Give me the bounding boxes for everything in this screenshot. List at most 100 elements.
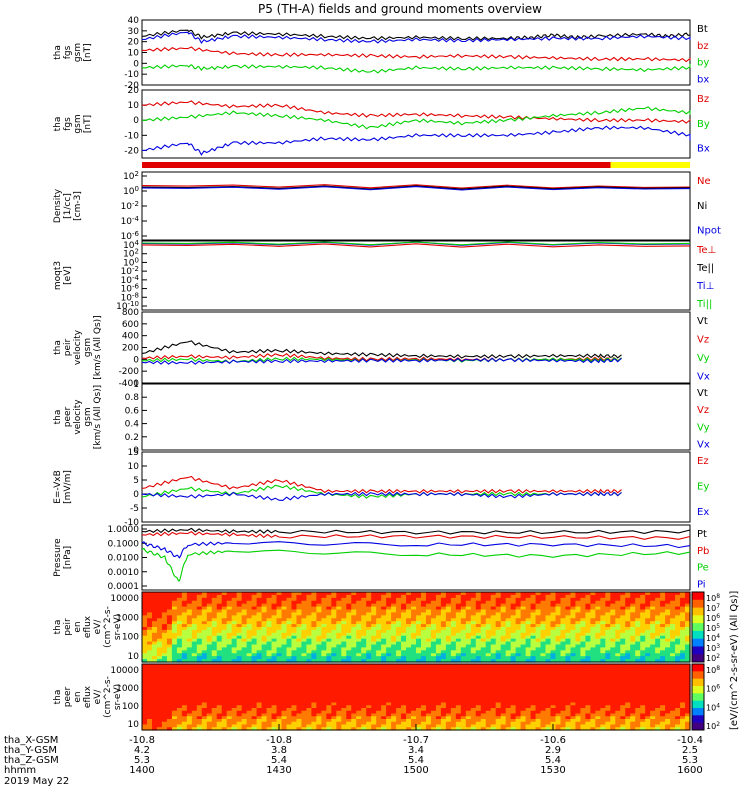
spectrogram-cell (615, 615, 621, 619)
spectrogram-cell (445, 627, 452, 631)
spectrogram-cell (585, 644, 591, 649)
spectrogram-cell (191, 615, 198, 619)
spectrogram-cell (401, 594, 407, 599)
spectrogram-cell (535, 600, 542, 605)
spectrogram-cell (685, 615, 691, 619)
spectrogram-cell (680, 621, 686, 625)
spectrogram-cell (610, 609, 616, 614)
spectrogram-cell (660, 592, 666, 596)
spectrogram-cell (276, 669, 283, 673)
spectrogram-cell (351, 669, 357, 673)
spectrogram-cell (151, 606, 158, 611)
spectrogram-cell (371, 710, 377, 715)
series-line-Ez (141, 475, 622, 494)
spectrogram-cell (366, 603, 372, 608)
spectrogram-cell (221, 606, 228, 611)
spectrogram-cell (575, 621, 581, 625)
spectrogram-cell (670, 635, 676, 640)
spectrogram-cell (660, 677, 666, 682)
spectrogram-cell (236, 600, 243, 605)
spectrogram-cell (520, 713, 527, 717)
spectrogram-cell (625, 680, 631, 684)
spectrogram-cell (670, 615, 676, 619)
spectrogram-cell (176, 600, 183, 605)
spectrogram-cell (316, 647, 322, 651)
spectrogram-cell (396, 632, 402, 637)
spectrogram-cell (455, 656, 462, 660)
spectrogram-cell (311, 638, 317, 643)
spectrogram-cell (361, 659, 367, 663)
spectrogram-cell (675, 713, 681, 717)
spectrogram-cell (545, 597, 552, 602)
spectrogram-cell (650, 644, 656, 649)
spectrogram-cell (381, 702, 387, 706)
spectrogram-cell (256, 632, 263, 637)
spectrogram-cell (430, 612, 437, 616)
spectrogram-cell (610, 686, 616, 690)
spectrogram-cell (276, 644, 283, 649)
spectrogram-cell (610, 641, 616, 646)
spectrogram-cell (311, 615, 317, 619)
spectrogram-cell (465, 697, 472, 701)
spectrogram-cell (485, 699, 492, 704)
spectrogram-cell (316, 675, 322, 679)
spectrogram-cell (610, 710, 616, 715)
spectrogram-cell (435, 680, 442, 684)
spectrogram-cell (445, 603, 452, 608)
spectrogram-cell (171, 691, 178, 695)
spectrogram-cell (675, 612, 681, 616)
spectrogram-cell (575, 710, 581, 715)
spectrogram-cell (361, 592, 367, 596)
spectrogram-cell (540, 666, 547, 671)
spectrogram-cell (286, 653, 293, 657)
spectrogram-cell (490, 702, 497, 706)
ylabel-line: eflux (83, 615, 93, 638)
spectrogram-cell (435, 650, 442, 654)
spectrogram-cell (500, 600, 507, 605)
spectrogram-cell (142, 708, 148, 712)
spectrogram-cell (535, 621, 542, 625)
spectrogram-cell (206, 615, 213, 619)
spectrogram-cell (142, 594, 148, 599)
spectrogram-cell (251, 699, 258, 704)
spectrogram-cell (186, 650, 193, 654)
spectrogram-cell (241, 632, 248, 637)
spectrogram-cell (371, 699, 377, 704)
spectrogram-cell (221, 600, 228, 605)
spectrogram-cell (191, 603, 198, 608)
spectrogram-cell (460, 713, 467, 717)
spectrogram-cell (146, 677, 153, 682)
spectrogram-cell (645, 659, 651, 663)
spectrogram-cell (430, 683, 437, 687)
spectrogram-cell (630, 638, 636, 643)
spectrogram-cell (635, 632, 641, 637)
spectrogram-cell (366, 694, 372, 698)
spectrogram-cell (525, 659, 532, 663)
spectrogram-cell (271, 629, 278, 634)
spectrogram-cell (351, 666, 357, 671)
spectrogram-cell (411, 612, 417, 616)
spectrogram-cell (505, 647, 512, 651)
spectrogram-cell (331, 713, 337, 717)
spectrogram-cell (142, 603, 148, 608)
series-line-Bz (141, 100, 691, 124)
spectrogram-cell (495, 710, 502, 715)
spectrogram-cell (490, 713, 497, 717)
spectrogram-cell (361, 710, 367, 715)
spectrogram-cell (146, 618, 153, 622)
spectrogram-cell (535, 680, 542, 684)
spectrogram-cell (640, 609, 646, 614)
spectrogram-cell (500, 594, 507, 599)
spectrogram-cell (211, 635, 218, 640)
spectrogram-cell (361, 609, 367, 614)
spectrogram-cell (296, 672, 303, 676)
spectrogram-cell (361, 621, 367, 625)
spectrogram-cell (401, 618, 407, 622)
spectrogram-cell (321, 627, 327, 631)
spectrogram-cell (420, 702, 427, 706)
spectrogram-cell (650, 697, 656, 701)
spectrogram-cell (535, 688, 542, 693)
spectrogram-cell (161, 656, 168, 660)
spectrogram-cell (301, 653, 307, 657)
spectrogram-cell (580, 705, 586, 709)
